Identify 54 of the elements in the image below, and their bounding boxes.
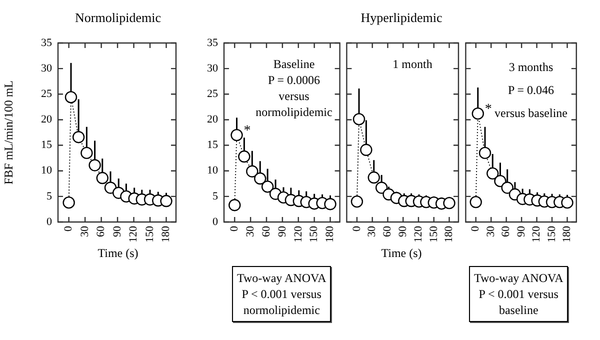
y-tick-label: 30 [207,62,218,74]
x-tick-label: 60 [382,226,394,237]
x-tick-label: 60 [260,226,272,237]
x-tick-label: 120 [128,226,140,242]
x-tick-label: 0 [350,226,363,232]
x-tick-label: 150 [428,226,440,242]
annotation: 1 month [392,56,434,72]
annotation: * [244,124,251,139]
x-tick-label: 30 [78,226,91,237]
x-tick-label: 150 [308,226,320,242]
x-tick-label: 0 [470,226,482,232]
x-tick-label: 150 [144,226,156,242]
x-tick-label: 30 [484,226,497,237]
x-tick-label: 120 [412,226,424,242]
x-tick-label: 180 [443,226,456,242]
text: Two-way ANOVA P < 0.001 versus baseline [469,266,568,322]
x-tick-label: 120 [292,226,304,242]
x-axis-title: Time (s) [96,246,140,261]
y-tick-label: 35 [41,36,52,49]
x-tick-label: 0 [62,226,75,232]
x-axis-title: Time (s) [380,246,423,261]
annotation: * [484,102,492,118]
x-tick-label: 180 [160,226,172,242]
x-tick-label: 30 [244,226,256,237]
chart-title: Hyperlipidemic [360,10,444,26]
x-tick-label: 60 [95,226,108,237]
annotation: 3 months P = 0.046 versus baseline [494,60,568,120]
y-tick-label: 35 [207,36,218,49]
x-tick-label: 0 [228,226,241,232]
x-tick-label: 30 [366,226,378,237]
text: Two-way ANOVA P < 0.001 versus normolipidemic [232,266,332,322]
x-tick-label: 180 [324,226,336,242]
y-tick-label: 15 [207,139,218,152]
x-tick-label: 90 [276,226,288,237]
y-tick-label: 20 [41,114,52,126]
annotation: Baseline P = 0.0006 versus normolipidemic [254,56,334,120]
y-axis-title: FBF mL/min/100 mL [1,80,16,185]
chart-title: Normolipidemic [74,10,162,26]
y-tick-label: 5 [212,190,218,202]
y-tick-label: 25 [41,88,52,100]
y-tick-label: 30 [41,62,52,74]
x-tick-label: 60 [500,226,512,237]
x-tick-label: 90 [111,226,124,237]
x-tick-label: 90 [515,226,528,237]
y-tick-label: 25 [207,88,218,100]
y-tick-label: 10 [41,164,52,177]
x-tick-label: 90 [396,226,409,237]
x-tick-label: 150 [546,226,558,242]
y-tick-label: 20 [207,114,218,126]
y-tick-label: 10 [207,164,218,177]
x-tick-label: 120 [530,226,543,242]
x-tick-label: 180 [561,226,574,242]
y-tick-label: 15 [41,139,52,152]
y-tick-label: 5 [46,190,52,202]
